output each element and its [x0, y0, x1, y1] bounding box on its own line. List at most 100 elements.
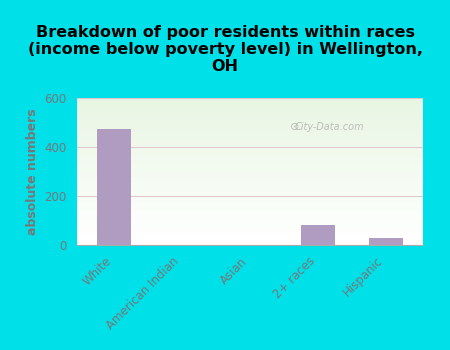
Bar [76, 242, 423, 244]
Bar [76, 172, 423, 173]
Bar [76, 126, 423, 127]
Bar [76, 211, 423, 213]
Bar [76, 174, 423, 176]
Bar [76, 160, 423, 161]
Bar [76, 101, 423, 103]
Bar [76, 218, 423, 220]
Bar [76, 120, 423, 121]
Bar [76, 228, 423, 229]
Bar [76, 142, 423, 144]
Bar [76, 103, 423, 104]
Text: ⊙: ⊙ [290, 122, 300, 132]
Bar [76, 179, 423, 180]
Bar [76, 145, 423, 147]
Bar [76, 220, 423, 222]
Bar [76, 147, 423, 148]
Bar [76, 163, 423, 164]
Bar [76, 152, 423, 154]
Bar [76, 244, 423, 245]
Bar [76, 127, 423, 129]
Bar [76, 213, 423, 214]
Bar [76, 182, 423, 183]
Bar [76, 222, 423, 223]
Bar [76, 139, 423, 141]
Bar [76, 170, 423, 172]
Bar [76, 117, 423, 119]
Bar [76, 113, 423, 114]
Bar [76, 119, 423, 120]
Bar [76, 144, 423, 145]
Bar [76, 123, 423, 125]
Bar [76, 189, 423, 191]
Bar [76, 185, 423, 186]
Bar [76, 188, 423, 189]
Bar [76, 199, 423, 201]
Bar [76, 151, 423, 152]
Bar [76, 207, 423, 208]
Bar [76, 180, 423, 182]
Bar [76, 167, 423, 169]
Bar [76, 121, 423, 123]
Bar [97, 129, 131, 245]
Bar [76, 204, 423, 205]
Bar [76, 235, 423, 236]
Bar [76, 133, 423, 135]
Bar [76, 191, 423, 192]
Bar [369, 238, 403, 245]
Bar [76, 201, 423, 202]
Bar [76, 136, 423, 138]
Bar [76, 214, 423, 216]
Bar [76, 173, 423, 174]
Bar [76, 226, 423, 228]
Bar [76, 210, 423, 211]
Bar [76, 99, 423, 101]
Bar [76, 208, 423, 210]
Bar [76, 135, 423, 136]
Bar [76, 116, 423, 117]
Bar [76, 186, 423, 188]
Bar [76, 198, 423, 200]
Text: City-Data.com: City-Data.com [295, 122, 364, 132]
Bar [76, 232, 423, 233]
Bar [76, 169, 423, 170]
Bar [76, 141, 423, 142]
Bar [76, 108, 423, 110]
Bar [76, 130, 423, 132]
Bar [76, 223, 423, 224]
Bar [76, 132, 423, 133]
Text: Breakdown of poor residents within races
(income below poverty level) in Welling: Breakdown of poor residents within races… [27, 25, 423, 74]
Bar [76, 157, 423, 158]
Y-axis label: absolute numbers: absolute numbers [26, 108, 39, 235]
Bar [76, 125, 423, 126]
Bar [76, 195, 423, 196]
Bar [76, 194, 423, 195]
Bar [76, 177, 423, 179]
Bar [76, 202, 423, 204]
Bar [76, 110, 423, 111]
Bar [76, 154, 423, 155]
Bar [76, 192, 423, 194]
Bar [76, 205, 423, 207]
Bar [76, 216, 423, 217]
Bar [76, 107, 423, 108]
Bar [76, 149, 423, 151]
Bar [76, 236, 423, 238]
Bar [76, 98, 423, 99]
Bar [76, 196, 423, 198]
Bar [76, 138, 423, 139]
Bar [76, 161, 423, 163]
Bar [76, 148, 423, 149]
Bar [76, 230, 423, 232]
Bar [76, 183, 423, 185]
Bar [76, 217, 423, 218]
Bar [76, 240, 423, 242]
Bar [76, 111, 423, 113]
Bar [76, 166, 423, 167]
Bar [76, 164, 423, 166]
Bar [76, 224, 423, 226]
Bar [76, 239, 423, 240]
Bar [76, 158, 423, 160]
Bar [76, 229, 423, 230]
Bar [76, 114, 423, 116]
Bar [76, 105, 423, 107]
